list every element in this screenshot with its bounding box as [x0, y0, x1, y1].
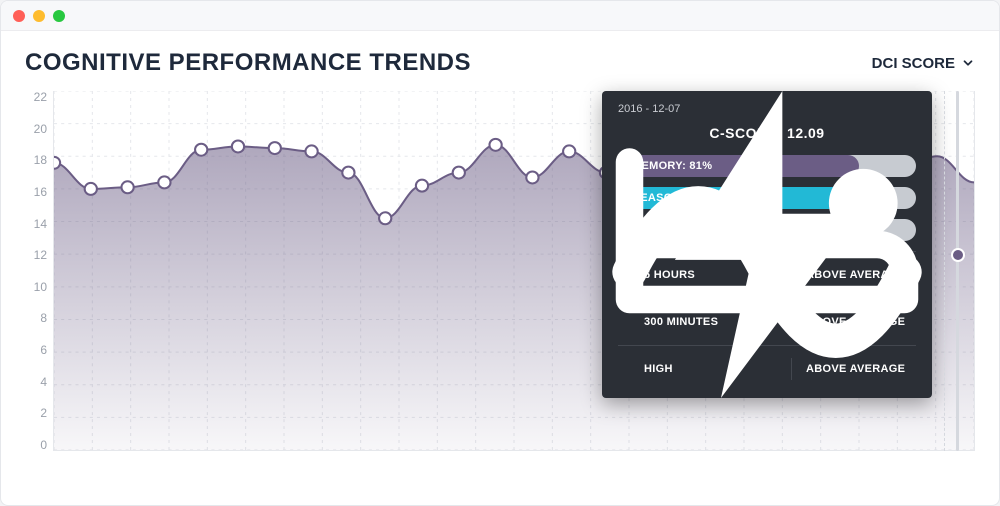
- y-tick: 10: [25, 281, 47, 293]
- y-tick: 4: [25, 376, 47, 388]
- page-title: COGNITIVE PERFORMANCE TRENDS: [25, 49, 471, 77]
- y-tick: 20: [25, 123, 47, 135]
- y-tick: 16: [25, 186, 47, 198]
- app-window: COGNITIVE PERFORMANCE TRENDS DCI SCORE 2…: [0, 0, 1000, 506]
- y-tick: 8: [25, 312, 47, 324]
- y-tick: 12: [25, 249, 47, 261]
- window-titlebar: [1, 1, 999, 31]
- window-close-dot[interactable]: [13, 10, 25, 22]
- y-tick: 2: [25, 407, 47, 419]
- window-minimize-dot[interactable]: [33, 10, 45, 22]
- y-tick: 22: [25, 91, 47, 103]
- tooltip-stats: 6 HOURS ABOVE AVERAGE 300 MINUTES ABOVE …: [618, 251, 916, 392]
- y-tick: 6: [25, 344, 47, 356]
- chart-container: 2220181614121086420 2016 - 12-07 C-SCORE…: [25, 91, 975, 471]
- y-axis: 2220181614121086420: [25, 91, 53, 451]
- y-tick: 18: [25, 154, 47, 166]
- stat-row: HIGH ABOVE AVERAGE: [618, 345, 916, 392]
- content-area: COGNITIVE PERFORMANCE TRENDS DCI SCORE 2…: [1, 31, 999, 471]
- y-tick: 0: [25, 439, 47, 451]
- slider-track: [956, 91, 959, 451]
- score-selector-label: DCI SCORE: [872, 55, 955, 72]
- side-slider[interactable]: [944, 91, 970, 451]
- y-tick: 14: [25, 218, 47, 230]
- tooltip-panel: 2016 - 12-07 C-SCORE: 12.09 MEMORY: 81% …: [602, 91, 932, 398]
- header-row: COGNITIVE PERFORMANCE TRENDS DCI SCORE: [25, 49, 975, 77]
- chevron-down-icon: [961, 56, 975, 70]
- chart-plot[interactable]: 2016 - 12-07 C-SCORE: 12.09 MEMORY: 81% …: [53, 91, 975, 451]
- window-zoom-dot[interactable]: [53, 10, 65, 22]
- slider-thumb[interactable]: [951, 248, 965, 262]
- score-selector[interactable]: DCI SCORE: [872, 55, 975, 72]
